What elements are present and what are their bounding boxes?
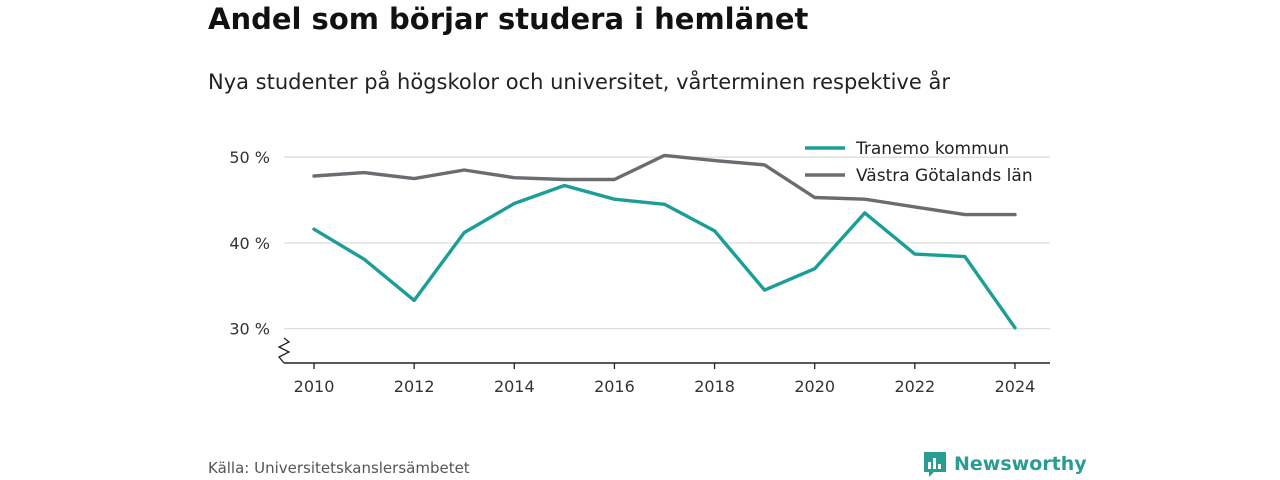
axes: 30 % 40 % 50 % 2010 2012 2014 2016 2018 2020 2022… xyxy=(229,148,1050,396)
x-tick-label: 2018 xyxy=(694,377,735,396)
x-tick-label: 2010 xyxy=(294,377,335,396)
legend: Tranemo kommun Västra Götalands län xyxy=(805,139,1033,186)
x-tick-label: 2014 xyxy=(494,377,535,396)
series-line-0 xyxy=(312,183,1017,330)
x-tick-label: 2012 xyxy=(394,377,435,396)
line-chart: 30 % 40 % 50 % 2010 2012 2014 2016 2018 2020 2022… xyxy=(229,139,1050,396)
y-tick-label: 30 % xyxy=(229,320,270,339)
series-line-1 xyxy=(312,153,1017,217)
x-tick-label: 2020 xyxy=(794,377,835,396)
chart-title: Andel som börjar studera i hemlänet xyxy=(208,2,809,36)
newsworthy-logo-icon xyxy=(924,452,946,477)
legend-label: Västra Götalands län xyxy=(856,166,1033,186)
x-tick-label: 2024 xyxy=(995,377,1036,396)
x-tick-label: 2022 xyxy=(894,377,935,396)
y-axis-break xyxy=(277,337,291,364)
legend-label: Tranemo kommun xyxy=(855,139,1009,159)
source-note: Källa: Universitetskanslersämbetet xyxy=(208,459,470,477)
brand-name: Newsworthy xyxy=(954,453,1087,475)
series-lines xyxy=(312,153,1017,330)
brand-logo: Newsworthy xyxy=(922,450,1087,478)
y-tick-label: 50 % xyxy=(229,148,270,167)
x-tick-label: 2016 xyxy=(594,377,635,396)
y-tick-label: 40 % xyxy=(229,234,270,253)
chart-subtitle: Nya studenter på högskolor och universit… xyxy=(208,70,950,94)
